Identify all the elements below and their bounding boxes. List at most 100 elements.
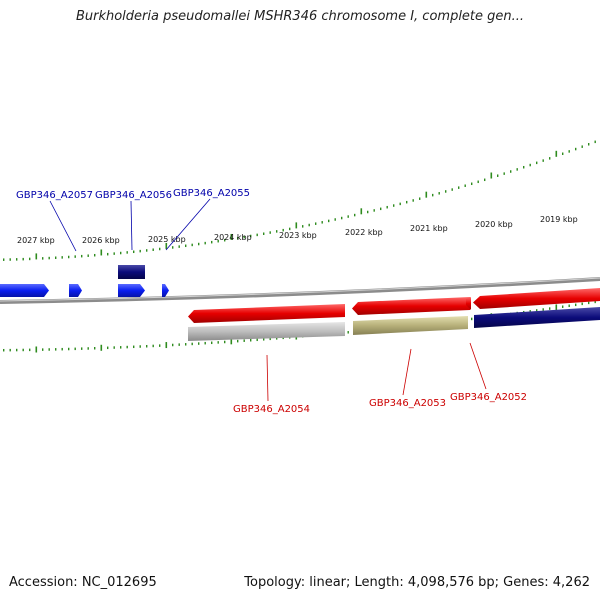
top-ruler-ticks bbox=[3, 140, 596, 261]
bottom-tick bbox=[29, 348, 31, 352]
top-tick bbox=[523, 165, 525, 169]
top-tick bbox=[295, 222, 298, 229]
top-tick bbox=[302, 225, 304, 228]
bottom-tick bbox=[217, 341, 219, 344]
bottom-tick bbox=[588, 301, 590, 305]
top-tick bbox=[211, 240, 213, 244]
bottom-tick bbox=[562, 305, 564, 308]
gene-GBP346_A2055[interactable] bbox=[162, 284, 169, 297]
cds-GBP346_A2053[interactable] bbox=[353, 316, 468, 335]
bottom-tick bbox=[471, 317, 473, 321]
top-tick bbox=[224, 238, 226, 242]
top-tick bbox=[484, 178, 486, 182]
bottom-tick bbox=[594, 300, 596, 304]
top-tick bbox=[263, 232, 265, 235]
top-tick bbox=[360, 208, 363, 215]
bottom-tick bbox=[9, 348, 11, 352]
ruler-label-2022: 2022 kbp bbox=[345, 228, 383, 237]
top-tick bbox=[139, 249, 141, 253]
bottom-tick bbox=[276, 337, 278, 340]
gene-GBP346_A2057[interactable] bbox=[0, 284, 49, 297]
top-tick bbox=[185, 244, 187, 248]
top-tick bbox=[380, 207, 382, 211]
top-tick bbox=[497, 174, 499, 177]
top-tick bbox=[113, 252, 115, 255]
bottom-tick bbox=[100, 344, 103, 351]
label-GBP346_A2053[interactable]: GBP346_A2053 bbox=[369, 398, 446, 409]
bottom-tick bbox=[211, 341, 213, 345]
top-tick bbox=[250, 234, 252, 238]
reverse-features bbox=[188, 288, 600, 341]
top-tick bbox=[477, 180, 479, 184]
top-tick bbox=[42, 257, 44, 260]
cds-GBP346_A2054[interactable] bbox=[188, 322, 345, 341]
ruler-label-2021: 2021 kbp bbox=[410, 224, 448, 233]
gene-GBP346_A2054[interactable] bbox=[188, 304, 345, 323]
gene-GBP346_A2052[interactable] bbox=[473, 288, 600, 309]
top-tick bbox=[451, 188, 453, 191]
top-tick bbox=[464, 184, 466, 187]
top-tick bbox=[256, 233, 258, 237]
top-tick bbox=[16, 258, 18, 261]
top-tick bbox=[367, 210, 369, 214]
top-tick bbox=[445, 190, 447, 193]
bottom-tick bbox=[198, 342, 200, 345]
top-tick bbox=[328, 219, 330, 223]
leader-GBP346_A2056 bbox=[130, 200, 133, 251]
top-tick bbox=[510, 170, 512, 173]
gene-GBP346_A2057-part[interactable] bbox=[69, 284, 82, 297]
gene-GBP346_A2053-end[interactable] bbox=[466, 297, 471, 310]
top-tick bbox=[555, 150, 558, 157]
leader-GBP346_A2057 bbox=[49, 200, 77, 252]
top-tick bbox=[237, 236, 239, 240]
top-tick bbox=[321, 221, 323, 224]
ruler-label-2025: 2025 kbp bbox=[148, 235, 186, 244]
ruler-label-2019: 2019 kbp bbox=[540, 215, 578, 224]
bottom-tick bbox=[568, 304, 570, 308]
label-GBP346_A2052[interactable]: GBP346_A2052 bbox=[450, 392, 527, 403]
bottom-tick bbox=[178, 343, 180, 346]
top-tick bbox=[243, 235, 245, 239]
top-tick bbox=[425, 191, 428, 198]
bottom-tick bbox=[113, 346, 115, 349]
top-tick bbox=[107, 252, 109, 256]
topology-summary: Topology: linear; Length: 4,098,576 bp; … bbox=[244, 575, 590, 590]
label-GBP346_A2054[interactable]: GBP346_A2054 bbox=[233, 404, 310, 415]
top-tick bbox=[133, 250, 135, 254]
top-tick bbox=[230, 233, 233, 240]
bottom-tick bbox=[146, 344, 148, 348]
top-tick bbox=[568, 150, 570, 153]
cds-GBP346_A2052[interactable] bbox=[474, 307, 600, 328]
top-tick bbox=[549, 157, 551, 160]
genome-backbone bbox=[0, 277, 600, 304]
bottom-tick bbox=[94, 346, 96, 350]
ruler-label-2026: 2026 kbp bbox=[82, 236, 120, 245]
ruler-label-2023: 2023 kbp bbox=[279, 231, 317, 240]
bottom-tick bbox=[55, 348, 57, 351]
gene-GBP346_A2053[interactable] bbox=[352, 297, 470, 315]
label-GBP346_A2057[interactable]: GBP346_A2057 bbox=[16, 190, 93, 201]
top-tick bbox=[81, 254, 83, 258]
top-tick bbox=[94, 253, 96, 257]
bottom-tick bbox=[224, 340, 226, 344]
top-tick bbox=[74, 255, 76, 258]
bottom-tick bbox=[120, 346, 122, 349]
label-GBP346_A2055[interactable]: GBP346_A2055 bbox=[173, 188, 250, 199]
leader-GBP346_A2052 bbox=[469, 342, 487, 390]
top-tick bbox=[419, 197, 421, 200]
gene-GBP346_A2056[interactable] bbox=[118, 284, 145, 297]
top-tick bbox=[61, 256, 63, 259]
top-tick bbox=[562, 152, 564, 156]
bottom-tick bbox=[529, 310, 531, 313]
top-tick bbox=[347, 215, 349, 218]
label-GBP346_A2056[interactable]: GBP346_A2056 bbox=[95, 190, 172, 201]
top-tick bbox=[9, 258, 11, 261]
top-tick bbox=[55, 256, 57, 259]
top-tick bbox=[503, 172, 505, 175]
top-tick bbox=[536, 161, 538, 165]
cds-GBP346_A2056[interactable] bbox=[118, 265, 145, 279]
accession-text: Accession: NC_012695 bbox=[9, 575, 157, 590]
bottom-tick bbox=[22, 348, 24, 352]
top-ruler: 2027 kbp 2026 kbp 2025 kbp 2024 kbp 2023… bbox=[3, 140, 596, 261]
